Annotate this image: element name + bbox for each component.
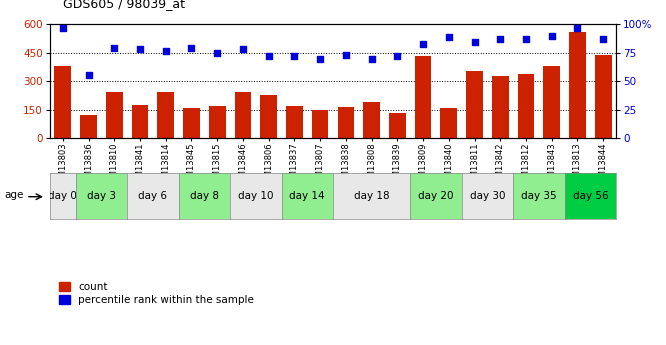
Text: day 35: day 35 <box>521 191 557 201</box>
Point <box>212 50 222 55</box>
Bar <box>106 91 123 138</box>
Point <box>289 53 300 59</box>
Point <box>366 57 377 62</box>
Text: day 30: day 30 <box>470 191 505 201</box>
Point <box>598 36 609 42</box>
Legend: count, percentile rank within the sample: count, percentile rank within the sample <box>55 278 258 309</box>
Point <box>109 45 120 51</box>
Point <box>186 45 196 51</box>
Point <box>315 57 326 62</box>
Bar <box>466 71 483 138</box>
Text: day 18: day 18 <box>354 191 390 201</box>
Point <box>57 25 68 30</box>
Bar <box>312 110 328 138</box>
Bar <box>209 106 226 138</box>
Point <box>469 40 480 45</box>
Point <box>444 34 454 39</box>
Bar <box>183 108 200 138</box>
Bar <box>440 108 457 138</box>
Bar <box>55 66 71 138</box>
Text: day 8: day 8 <box>190 191 219 201</box>
Bar <box>492 76 509 138</box>
Point <box>418 41 428 46</box>
Text: day 14: day 14 <box>290 191 325 201</box>
Point <box>340 52 351 58</box>
Point <box>83 72 94 78</box>
Point <box>572 25 583 30</box>
Bar <box>569 32 586 138</box>
Text: GDS605 / 98039_at: GDS605 / 98039_at <box>63 0 185 10</box>
Bar <box>389 113 406 138</box>
Bar <box>415 56 432 138</box>
Bar <box>543 66 560 138</box>
Bar <box>517 75 534 138</box>
Point <box>135 47 145 52</box>
Text: day 20: day 20 <box>418 191 454 201</box>
Bar <box>338 107 354 138</box>
Point <box>546 33 557 38</box>
Bar <box>595 56 611 138</box>
Point <box>238 47 248 52</box>
Bar <box>80 115 97 138</box>
Bar <box>286 106 303 138</box>
Point <box>263 53 274 59</box>
Bar <box>363 102 380 138</box>
Text: day 3: day 3 <box>87 191 116 201</box>
Point <box>495 36 505 42</box>
Text: age: age <box>4 190 23 200</box>
Text: day 56: day 56 <box>573 191 608 201</box>
Text: day 10: day 10 <box>238 191 274 201</box>
Bar <box>157 91 174 138</box>
Point <box>521 36 531 42</box>
Bar <box>260 95 277 138</box>
Text: day 0: day 0 <box>49 191 77 201</box>
Bar <box>132 105 149 138</box>
Point <box>392 53 403 59</box>
Text: day 6: day 6 <box>139 191 167 201</box>
Bar <box>234 91 251 138</box>
Point <box>161 49 171 54</box>
